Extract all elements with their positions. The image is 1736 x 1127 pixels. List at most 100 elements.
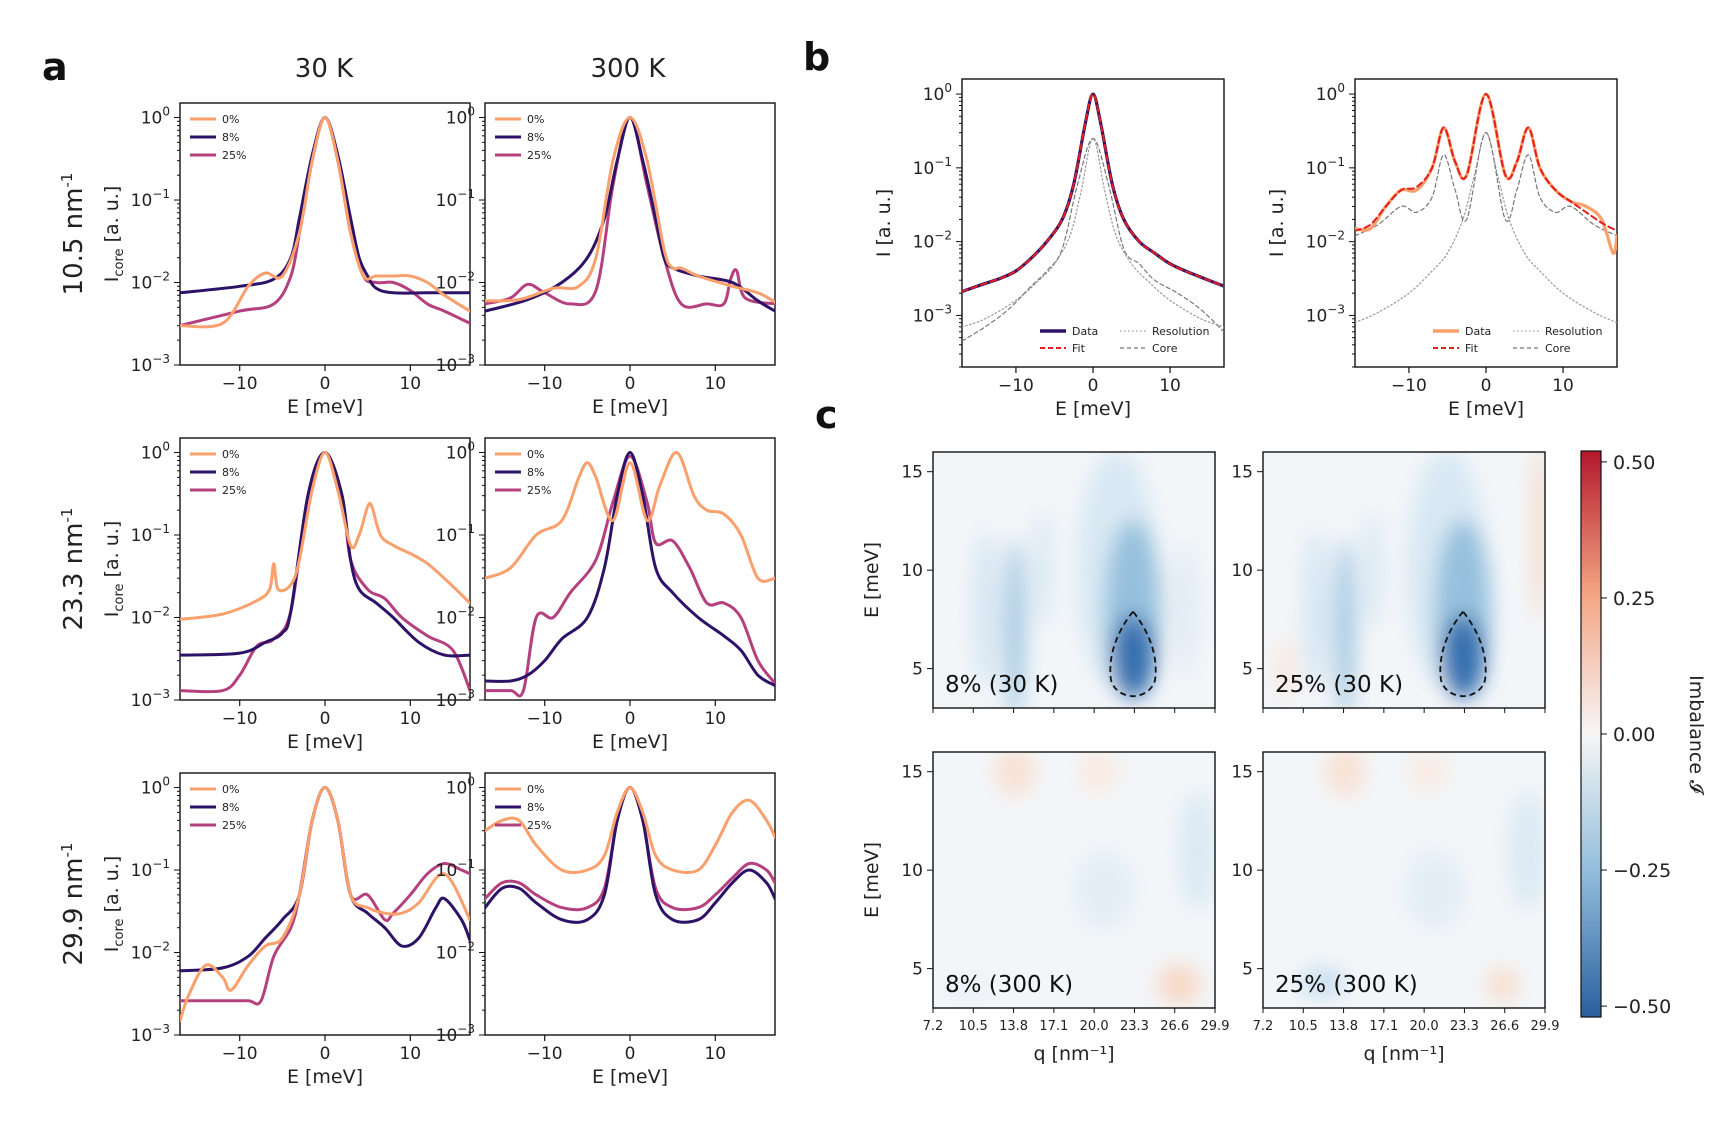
row-label-sup: -1 [58, 843, 76, 858]
y-axis-label: E [meV] [861, 842, 883, 918]
y-tick-exp: −2 [152, 605, 170, 619]
heatmap-blobs [947, 752, 1215, 1005]
panel-letter-c: c [815, 393, 838, 437]
series-group [485, 786, 775, 924]
y-tick-label: 10 [901, 561, 923, 581]
y-tick-exp: −1 [1327, 155, 1345, 169]
x-tick-label: 0 [1481, 376, 1492, 396]
y-tick-exp: −3 [457, 687, 475, 701]
y-label-main: I [101, 277, 123, 283]
heatmap-cell [1177, 790, 1215, 911]
y-label-sub: core [112, 583, 127, 611]
heatmap-cell [1324, 752, 1365, 797]
y-tick-label: 10−2 [436, 940, 475, 964]
series-line-resolution [1355, 132, 1617, 324]
x-tick-label: 29.9 [1201, 1019, 1230, 1034]
heatmap-cell [1334, 539, 1355, 708]
series-line-8pct [485, 116, 775, 313]
legend-label-data: Data [1072, 325, 1098, 338]
colorbar-tick-label: 0.25 [1613, 588, 1655, 610]
x-tick-label: 0 [625, 1044, 636, 1064]
heatmap-cell [994, 752, 1035, 797]
y-tick-label: 10 [901, 861, 923, 881]
colorbar: 0.50 0.25 0.00 −0.25 −0.50 Imbalance 𝓘 [1580, 450, 1707, 1018]
y-label-main: I [101, 612, 123, 618]
legend-label-data: Data [1465, 325, 1491, 338]
heatmap-cell [1441, 614, 1486, 699]
heatmap-cell [1408, 752, 1449, 792]
heatmap-blobs [1275, 452, 1545, 708]
y-tick-label: 10−3 [131, 687, 170, 711]
series-group [1355, 92, 1617, 324]
y-label-sub: core [112, 918, 127, 946]
y-tick-label: 10 [1231, 561, 1253, 581]
y-tick-exp: −2 [152, 940, 170, 954]
series-line-data [962, 92, 1224, 294]
series-group [962, 92, 1224, 342]
row-label: 10.5 nm-1 [58, 173, 89, 296]
x-tick-label: 0 [625, 374, 636, 394]
series-group [180, 451, 470, 694]
y-tick-label: 10−3 [131, 352, 170, 376]
legend-label: 25% [527, 149, 551, 162]
y-tick-exp: −2 [1327, 229, 1345, 243]
y-label-main: I [101, 947, 123, 953]
y-tick-exp: −2 [457, 940, 475, 954]
plot-frame [932, 751, 1216, 1009]
x-tick-label: −10 [998, 376, 1034, 396]
x-axis-label: q [nm⁻¹] [1363, 1043, 1444, 1065]
y-tick-label: 10−1 [913, 155, 952, 179]
x-tick-label: 0 [320, 374, 331, 394]
x-tick-label: 7.2 [923, 1019, 944, 1034]
y-tick-exp: −2 [152, 270, 170, 284]
y-tick-label: 10−2 [131, 940, 170, 964]
x-tick-label: 20.0 [1080, 1019, 1109, 1034]
y-tick-label: 10−3 [1306, 302, 1345, 326]
x-axis-label: E [meV] [287, 1066, 363, 1088]
y-tick-label: 5 [1242, 660, 1253, 680]
y-tick-label: 10−3 [436, 352, 475, 376]
heatmap-field [933, 452, 1215, 708]
colorbar-label: Imbalance 𝓘 [1685, 675, 1707, 796]
heatmap-cell [1078, 752, 1119, 792]
contour-line [1109, 610, 1157, 698]
legend-label: 8% [527, 801, 544, 814]
series-group [485, 451, 775, 698]
y-tick-label: 10−2 [436, 605, 475, 629]
x-tick-label: 7.2 [1253, 1019, 1274, 1034]
series-line-0pct [485, 786, 775, 874]
heatmap-field [1263, 452, 1545, 708]
y-tick-label: 10−1 [131, 187, 170, 211]
y-tick-exp: −2 [457, 605, 475, 619]
y-tick-label: 10−2 [436, 270, 475, 294]
legend-label: 8% [222, 131, 239, 144]
y-tick-label: 100 [141, 105, 170, 129]
y-tick-exp: 0 [944, 81, 952, 95]
y-tick-label: 15 [901, 763, 923, 783]
y-tick-exp: −2 [457, 270, 475, 284]
heatmap-cell [1302, 529, 1331, 690]
y-tick-exp: 0 [467, 440, 475, 454]
y-tick-label: 100 [1316, 81, 1345, 105]
colorbar-tick-label: 0.00 [1613, 724, 1655, 746]
x-tick-label: 10 [704, 709, 726, 729]
row-label: 23.3 nm-1 [58, 508, 89, 631]
series-line-resolution [962, 137, 1224, 328]
legend-label: 8% [527, 466, 544, 479]
x-tick-label: 17.1 [1369, 1019, 1398, 1034]
heatmap-cell [1486, 966, 1519, 1003]
y-label-rest: [a. u.] [101, 186, 123, 249]
x-tick-label: 17.1 [1039, 1019, 1068, 1034]
legend-label: 0% [527, 448, 544, 461]
y-tick-label: 10−2 [913, 229, 952, 253]
legend-label: 25% [222, 819, 246, 832]
x-tick-label: 10 [399, 709, 421, 729]
plot-frame [932, 451, 1216, 709]
y-tick-label: 10−1 [436, 857, 475, 881]
